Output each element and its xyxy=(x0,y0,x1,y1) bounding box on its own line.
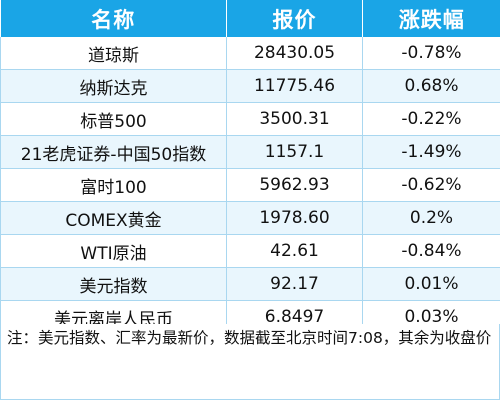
cell-change: -0.78% xyxy=(362,37,500,70)
cell-change: -0.22% xyxy=(362,102,500,136)
cell-change: -1.49% xyxy=(362,135,500,169)
cell-name: 标普500 xyxy=(0,102,227,136)
cell-price: 92.17 xyxy=(226,267,363,301)
cell-change: -0.62% xyxy=(362,168,500,202)
cell-name: 富时100 xyxy=(0,168,227,202)
table-row: 纳斯达克 11775.46 0.68% xyxy=(0,69,500,103)
cell-change: 0.01% xyxy=(362,267,500,301)
cell-name: COMEX黄金 xyxy=(0,201,227,235)
cell-price: 42.61 xyxy=(226,234,363,268)
table-row: COMEX黄金 1978.60 0.2% xyxy=(0,201,500,235)
cell-name: 纳斯达克 xyxy=(0,69,227,103)
header-name: 名称 xyxy=(0,0,227,37)
table-header-row: 名称 报价 涨跌幅 xyxy=(0,0,500,37)
cell-price: 1157.1 xyxy=(226,135,363,169)
table-row: 美元指数 92.17 0.01% xyxy=(0,267,500,301)
cell-price: 5962.93 xyxy=(226,168,363,202)
table-row: 标普500 3500.31 -0.22% xyxy=(0,102,500,136)
cell-name: WTI原油 xyxy=(0,234,227,268)
cell-price: 3500.31 xyxy=(226,102,363,136)
cell-price: 11775.46 xyxy=(226,69,363,103)
cell-name: 道琼斯 xyxy=(0,37,227,70)
cell-change: 0.68% xyxy=(362,69,500,103)
header-price: 报价 xyxy=(226,0,363,37)
table-row: 21老虎证券-中国50指数 1157.1 -1.49% xyxy=(0,135,500,169)
cell-name: 美元指数 xyxy=(0,267,227,301)
cell-change: -0.84% xyxy=(362,234,500,268)
header-change: 涨跌幅 xyxy=(362,0,500,37)
cell-price: 28430.05 xyxy=(226,37,363,70)
table-row: 富时100 5962.93 -0.62% xyxy=(0,168,500,202)
table-row: 道琼斯 28430.05 -0.78% xyxy=(0,37,500,70)
market-quote-table: 名称 报价 涨跌幅 道琼斯 28430.05 -0.78% 纳斯达克 11775… xyxy=(0,0,500,334)
table-row: WTI原油 42.61 -0.84% xyxy=(0,234,500,268)
cell-change: 0.2% xyxy=(362,201,500,235)
footnote: 注：美元指数、汇率为最新价，数据截至北京时间7:08，其余为收盘价 xyxy=(0,324,500,400)
cell-name: 21老虎证券-中国50指数 xyxy=(0,135,227,169)
cell-price: 1978.60 xyxy=(226,201,363,235)
